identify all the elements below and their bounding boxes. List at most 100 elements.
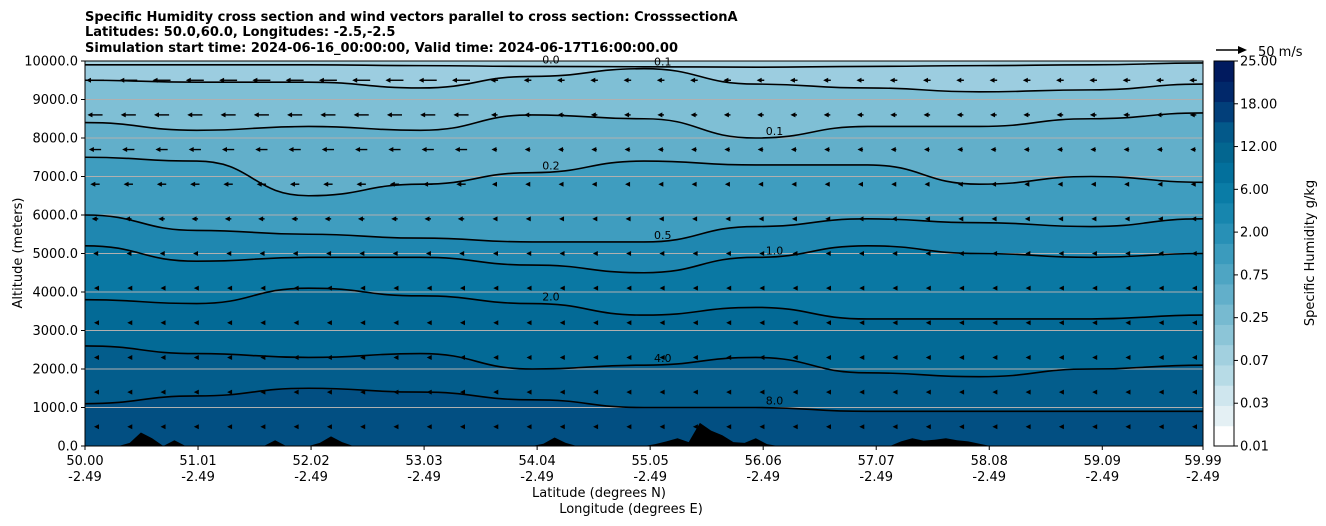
wind-vector [790,112,798,118]
wind-vector [656,77,665,83]
x-tick-label-lat: 55.05 [632,454,669,469]
wind-vector [1124,181,1130,187]
wind-vector [493,285,499,291]
wind-vector [425,251,431,256]
wind-vector [90,181,100,187]
wind-vector [1023,147,1030,153]
wind-vector [625,181,631,187]
wind-vector [188,147,201,153]
wind-vector [792,424,798,430]
plot-area: 0.00.10.10.20.51.02.04.08.0 [84,53,1204,447]
wind-vector [323,181,333,187]
wind-vector [626,389,632,395]
wind-vector [1190,181,1196,187]
chart-title: Specific Humidity cross section and wind… [85,10,738,56]
wind-vector [559,354,565,360]
wind-vector [219,77,238,83]
wind-vector [1056,112,1064,118]
x-tick-label-lat: 54.04 [519,454,556,469]
wind-vector [452,77,470,83]
wind-vector [393,424,399,430]
wind-vector [94,285,99,291]
wind-vector [1192,285,1197,291]
wind-vector [421,147,434,153]
wind-vector [626,320,632,326]
wind-vector [856,77,865,83]
wind-vector [925,424,931,430]
x-tick-label-lon: -2.49 [746,470,780,485]
wind-vector [925,389,931,395]
wind-vector [1056,77,1064,83]
wind-vector [227,285,233,291]
wind-vector [892,285,898,291]
wind-vector [326,354,332,360]
colorbar-tick-label: 0.07 [1240,354,1269,369]
wind-vector [360,285,366,291]
wind-vector [126,251,132,256]
y-tick-label: 3000.0 [33,324,79,339]
wind-vector [523,77,532,83]
wind-vector [759,389,765,395]
contour-line [84,214,1204,243]
colorbar-segment [1214,61,1234,82]
wind-vector [1089,77,1097,83]
wind-vector [858,251,864,256]
wind-vector [159,251,165,256]
wind-vector [524,147,531,153]
x-axis: 50.00-2.4951.01-2.4952.02-2.4953.03-2.49… [66,446,1222,485]
wind-vector [593,389,599,395]
wind-vector [1092,424,1098,430]
wind-vector [691,147,697,153]
wind-vector [220,112,236,118]
wind-vector [1191,251,1197,256]
wind-vector [1125,354,1131,360]
wind-vector [826,354,831,360]
wind-vector [326,424,332,430]
colorbar-segment [1214,101,1234,123]
wind-vector [525,216,531,222]
wind-vector [526,251,532,256]
wind-vector [857,147,864,153]
wind-vector [389,181,400,187]
contour-line [84,67,1204,93]
wind-vector [892,424,898,430]
wind-vector [992,285,998,291]
wind-vector [191,216,199,222]
colorbar-segment [1214,385,1234,406]
wind-vector [424,216,431,222]
y-tick-label: 7000.0 [33,170,79,185]
wind-vector [759,424,765,430]
wind-vector [426,424,432,430]
wind-vector [1123,112,1130,118]
wind-vector [1192,320,1197,326]
wind-vector [227,389,233,395]
quiver-key: 50 m/s [1216,45,1303,60]
contour-label: 0.0 [542,53,560,66]
contour-line [84,387,1203,413]
wind-vector [293,389,299,395]
wind-vector [725,251,731,256]
wind-vector [590,112,598,118]
wind-vector [292,251,298,256]
wind-vector [86,77,104,83]
wind-vector [758,216,764,222]
wind-vector [692,285,698,291]
wind-vector [360,354,366,360]
wind-vector [285,77,304,83]
wind-vector [1157,181,1163,187]
y-tick-label: 2000.0 [33,363,79,378]
wind-vector [1125,389,1131,395]
wind-vector [87,112,103,118]
wind-vector [460,285,465,291]
wind-vector [1191,216,1197,222]
wind-vector [726,354,732,360]
colorbar-segment [1214,263,1234,285]
wind-vector [156,181,167,187]
wind-vector [859,389,865,395]
wind-vector [792,285,798,291]
wind-vector [591,147,597,153]
wind-vector [190,181,200,187]
wind-vector [158,216,165,222]
contour-line [84,244,1204,274]
x-tick-label-lon: -2.49 [294,470,328,485]
